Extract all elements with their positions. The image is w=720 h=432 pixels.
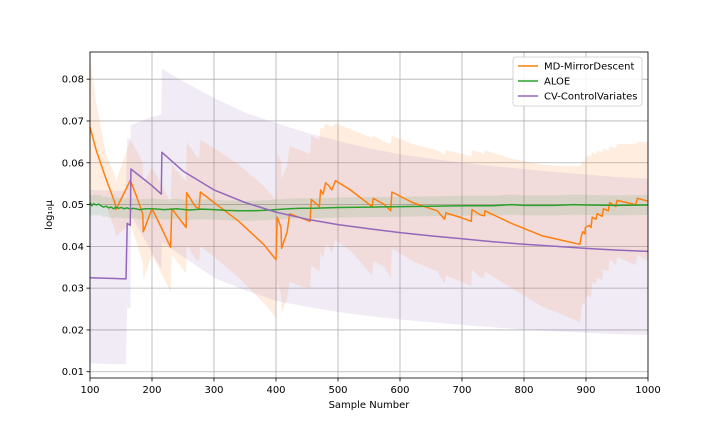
y-tick-label: 0.08 (62, 75, 84, 86)
x-tick-label: 800 (514, 385, 533, 396)
y-tick-label: 0.03 (62, 284, 84, 295)
x-tick-label: 700 (452, 385, 471, 396)
cv-controlvariates-band (90, 68, 648, 365)
legend-label: CV-ControlVariates (544, 92, 638, 103)
x-tick-label: 900 (576, 385, 595, 396)
y-tick-label: 0.01 (62, 367, 84, 378)
x-tick-label: 200 (142, 385, 161, 396)
legend: MD-MirrorDescent ALOE CV-ControlVariates (512, 56, 643, 107)
legend-box (512, 56, 643, 107)
cv-controlvariates-line (89, 151, 649, 280)
x-tick-label: 1000 (635, 385, 660, 396)
aloe-line (89, 202, 649, 212)
y-axis-label: log₁₀μ (44, 200, 55, 230)
y-tick-label: 0.04 (62, 242, 84, 253)
series-lines (89, 127, 649, 280)
md-mirrordescent-line (89, 127, 649, 261)
x-axis-label: Sample Number (329, 400, 411, 411)
x-axis-ticks: 100 200 300 400 500 600 700 800 900 1000 (80, 378, 661, 396)
x-tick-label: 100 (80, 385, 99, 396)
legend-label: ALOE (544, 77, 570, 88)
md-mirrordescent-band (90, 56, 648, 323)
y-tick-label: 0.05 (62, 200, 84, 211)
x-tick-label: 600 (390, 385, 409, 396)
y-axis-ticks: 0.01 0.02 0.03 0.04 0.05 0.06 0.07 0.08 (62, 75, 90, 378)
legend-label: MD-MirrorDescent (544, 62, 634, 73)
x-tick-label: 300 (204, 385, 223, 396)
y-tick-label: 0.07 (62, 116, 84, 127)
x-tick-label: 400 (266, 385, 285, 396)
y-tick-label: 0.02 (62, 325, 84, 336)
plot-frame (89, 51, 649, 379)
x-tick-label: 500 (328, 385, 347, 396)
y-tick-label: 0.06 (62, 158, 84, 169)
